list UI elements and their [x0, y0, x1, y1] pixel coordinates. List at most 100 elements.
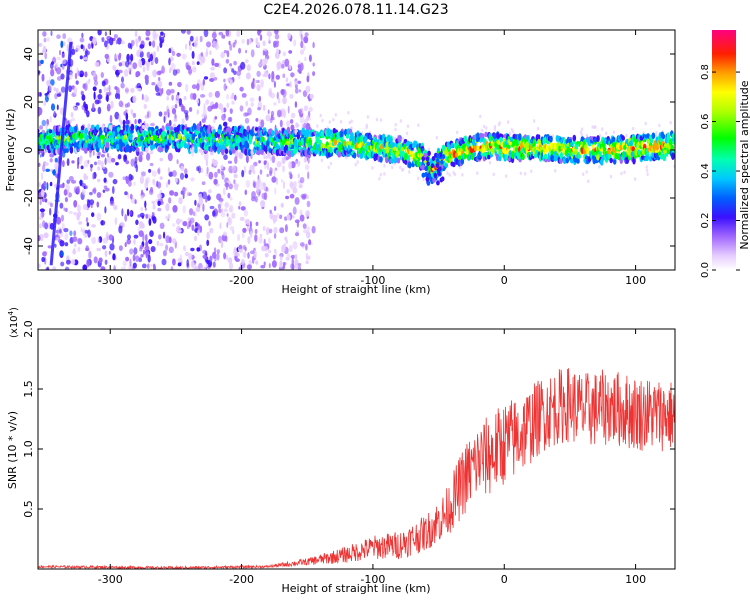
heatmap-cell: [42, 45, 47, 54]
heatmap-cell: [61, 214, 64, 222]
heatmap-cell: [444, 162, 449, 168]
heatmap-cell: [348, 120, 351, 125]
heatmap-cell: [202, 109, 207, 117]
heatmap-cell: [130, 53, 134, 62]
heatmap-cell: [171, 170, 177, 177]
heatmap-cell: [130, 123, 135, 131]
snr-x-label: Height of straight line (km): [281, 582, 430, 595]
heatmap-cell: [157, 181, 162, 189]
heatmap-cell: [106, 103, 111, 112]
heatmap-cell: [167, 167, 170, 174]
heatmap-cell: [172, 69, 178, 76]
heatmap-cell: [274, 187, 277, 195]
heatmap-cell: [84, 175, 89, 180]
heatmap-cell: [71, 48, 76, 56]
heatmap-cell: [239, 105, 244, 112]
heatmap-cell: [307, 157, 310, 164]
heatmap-cell: [96, 192, 102, 198]
heatmap-cell: [448, 173, 451, 177]
heatmap-cell: [226, 50, 230, 58]
heatmap-cell: [312, 71, 316, 77]
heatmap-cell: [201, 118, 206, 123]
heatmap-cell: [288, 50, 293, 54]
heatmap-cell: [274, 167, 278, 171]
heatmap-cell: [136, 49, 141, 58]
heatmap-cell: [76, 204, 81, 212]
heatmap-cell: [49, 158, 53, 163]
heatmap-cell: [159, 222, 165, 229]
heatmap-cell: [294, 254, 298, 260]
heatmap-cell: [645, 168, 649, 173]
heatmap-cell: [77, 246, 81, 252]
heatmap-cell: [91, 224, 96, 228]
heatmap-cell: [319, 113, 322, 118]
heatmap-cell: [289, 173, 293, 180]
heatmap-cell: [496, 140, 501, 145]
heatmap-cell: [133, 181, 136, 186]
heatmap-cell: [218, 103, 223, 110]
heatmap-cell: [73, 230, 77, 237]
heatmap-cell: [225, 138, 230, 147]
heatmap-cell: [147, 214, 151, 219]
heatmap-cell: [299, 209, 303, 216]
heatmap-cell: [305, 210, 310, 217]
heatmap-cell: [140, 207, 143, 211]
heatmap-cell: [271, 260, 277, 268]
heatmap-cell: [145, 213, 148, 219]
heatmap-cell: [290, 72, 295, 78]
heatmap-cell: [268, 87, 273, 94]
heatmap-cell: [91, 212, 95, 218]
heatmap-cell: [254, 80, 257, 84]
heatmap-cell: [255, 181, 260, 190]
heatmap-cell: [205, 99, 210, 105]
heatmap-cell: [426, 161, 430, 167]
heatmap-cell: [49, 181, 53, 187]
heatmap-cell: [100, 72, 105, 78]
heatmap-cell: [139, 151, 144, 157]
heatmap-cell: [251, 164, 255, 170]
heatmap-cell: [354, 162, 357, 167]
heatmap-cell: [79, 132, 84, 140]
heatmap-cell: [259, 233, 263, 238]
heatmap-cell: [196, 247, 201, 252]
heatmap-cell: [129, 210, 132, 216]
heatmap-cell: [223, 252, 227, 260]
heatmap-cell: [130, 175, 134, 181]
heatmap-cell: [375, 117, 379, 122]
heatmap-cell: [366, 141, 371, 147]
heatmap-cell: [41, 119, 47, 127]
heatmap-cell: [241, 38, 245, 44]
heatmap-cell: [231, 212, 236, 219]
heatmap-cell: [238, 244, 243, 250]
heatmap-cell: [269, 167, 273, 175]
heatmap-cell: [174, 177, 178, 183]
heatmap-cell: [144, 131, 149, 136]
heatmap-cell: [262, 40, 266, 47]
heatmap-cell: [259, 169, 263, 175]
heatmap-cell: [224, 182, 230, 187]
heatmap-cell: [100, 160, 104, 168]
heatmap-cell: [171, 108, 177, 115]
heatmap-cell: [208, 171, 214, 180]
heatmap-cell: [51, 61, 54, 65]
heatmap-cell: [165, 203, 170, 212]
heatmap-cell: [125, 176, 129, 185]
heatmap-cell: [288, 161, 292, 170]
heatmap-cell: [218, 197, 224, 203]
heatmap-cell: [116, 37, 122, 45]
heatmap-cell: [134, 156, 138, 164]
heatmap-cell: [389, 137, 393, 143]
heatmap-cell: [97, 140, 102, 149]
heatmap-cell: [118, 100, 124, 108]
heatmap-cell: [227, 160, 233, 164]
heatmap-cell: [302, 90, 308, 97]
heatmap-cell: [75, 80, 79, 85]
heatmap-cell: [113, 265, 116, 270]
heatmap-cell: [122, 260, 127, 267]
heatmap-cell: [300, 49, 304, 55]
heatmap-cell: [260, 79, 264, 88]
heatmap-cell: [237, 233, 241, 242]
heatmap-cell: [198, 132, 202, 140]
heatmap-cell: [80, 44, 84, 50]
heatmap-cell: [40, 172, 44, 181]
